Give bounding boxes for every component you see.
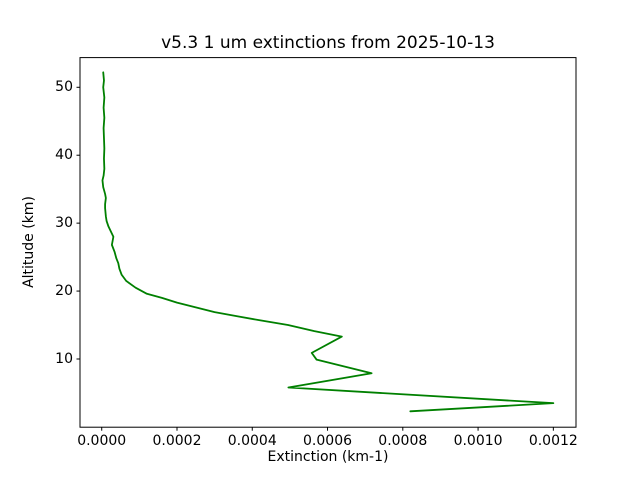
x-tick-label-4: 0.0008 — [378, 433, 428, 449]
extinction-profile-line — [101, 71, 555, 413]
x-tick-label-2: 0.0004 — [227, 433, 277, 449]
y-tick-label-3: 40 — [55, 147, 73, 164]
axes-frame — [79, 57, 577, 428]
y-tick-label-4: 50 — [55, 79, 73, 96]
y-tick-label-1: 20 — [55, 283, 73, 300]
y-tick-label-0: 10 — [55, 350, 73, 367]
y-tick-label-2: 30 — [55, 215, 73, 232]
x-axis-label: Extinction (km-1) — [267, 449, 389, 465]
x-tick-label-3: 0.0006 — [303, 433, 353, 449]
x-tick-label-0: 0.0000 — [77, 433, 127, 449]
x-tick-label-1: 0.0002 — [152, 433, 202, 449]
x-tick-label-6: 0.0012 — [528, 433, 578, 449]
chart-title: v5.3 1 um extinctions from 2025-10-13 — [161, 33, 495, 53]
x-tick-label-5: 0.0010 — [453, 433, 503, 449]
